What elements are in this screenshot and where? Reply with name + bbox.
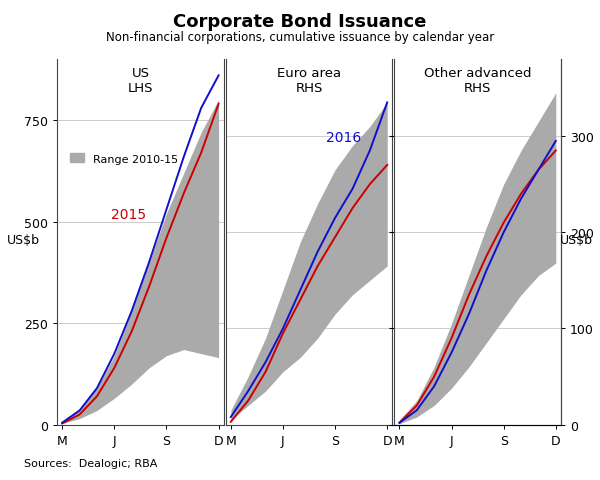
Text: Non-financial corporations, cumulative issuance by calendar year: Non-financial corporations, cumulative i… xyxy=(106,31,494,44)
Text: 2015: 2015 xyxy=(111,207,146,221)
Text: US
LHS: US LHS xyxy=(128,67,153,95)
Text: Corporate Bond Issuance: Corporate Bond Issuance xyxy=(173,13,427,31)
Text: US$b: US$b xyxy=(7,233,40,247)
Text: Other advanced
RHS: Other advanced RHS xyxy=(424,67,532,95)
Text: US$b: US$b xyxy=(560,233,593,247)
Text: Sources:  Dealogic; RBA: Sources: Dealogic; RBA xyxy=(24,458,157,468)
Text: Euro area
RHS: Euro area RHS xyxy=(277,67,341,95)
Legend: Range 2010-15: Range 2010-15 xyxy=(66,149,182,169)
Text: 2016: 2016 xyxy=(326,131,362,144)
